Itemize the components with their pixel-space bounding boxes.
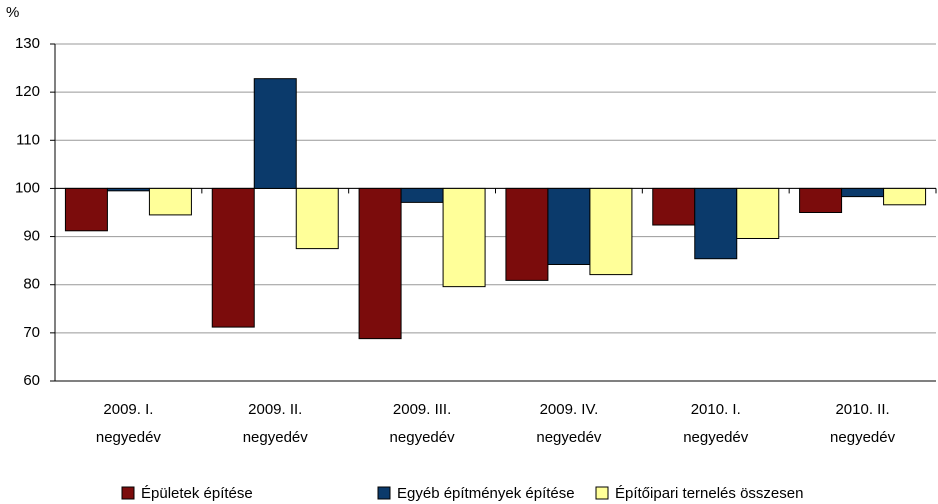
x-tick-label: 2009. III. <box>393 401 451 418</box>
bar <box>589 187 633 276</box>
x-tick-label: negyedév <box>536 429 602 446</box>
y-axis-label: % <box>6 4 19 21</box>
bar <box>652 187 696 226</box>
bar <box>442 187 486 288</box>
x-tick-label: negyedév <box>243 429 309 446</box>
bar <box>841 187 885 198</box>
bar <box>400 187 444 203</box>
y-tick-label: 100 <box>15 179 40 196</box>
legend-label: Egyéb építmények építése <box>397 485 575 502</box>
bar <box>295 187 339 250</box>
bar <box>358 187 402 340</box>
legend-swatch <box>121 486 135 500</box>
x-tick-label: negyedév <box>390 429 456 446</box>
y-tick-label: 90 <box>23 228 40 245</box>
x-tick-label: negyedév <box>683 429 749 446</box>
x-tick-label: 2009. II. <box>248 401 302 418</box>
bar <box>253 78 297 189</box>
bar <box>547 187 591 265</box>
legend-swatch <box>595 486 609 500</box>
bar <box>694 187 738 260</box>
legend-swatch <box>377 486 391 500</box>
y-tick-label: 130 <box>15 35 40 52</box>
bar <box>505 187 549 281</box>
x-tick-label: 2010. II. <box>835 401 889 418</box>
legend-label: Építőipari ternelés összesen <box>615 485 803 502</box>
legend-label: Épületek építése <box>141 485 253 502</box>
bar <box>883 187 927 206</box>
y-tick-label: 80 <box>23 276 40 293</box>
bar <box>736 187 780 239</box>
y-tick-label: 60 <box>23 372 40 389</box>
x-tick-label: negyedév <box>96 429 162 446</box>
x-tick-label: negyedév <box>830 429 896 446</box>
y-tick-label: 110 <box>16 131 40 148</box>
x-tick-label: 2009. I. <box>103 401 153 418</box>
y-tick-label: 120 <box>15 83 40 100</box>
y-tick-label: 70 <box>23 324 40 341</box>
bar <box>106 187 150 192</box>
bar <box>799 187 843 214</box>
x-tick-label: 2009. IV. <box>540 401 599 418</box>
x-tick-label: 2010. I. <box>691 401 741 418</box>
bar <box>64 187 108 232</box>
bar <box>148 187 192 216</box>
bar <box>211 187 255 328</box>
